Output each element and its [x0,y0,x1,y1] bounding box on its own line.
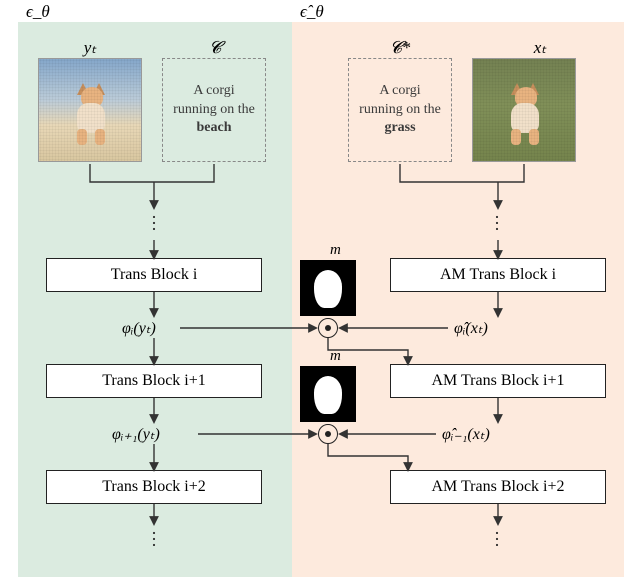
label-C: 𝓒 [195,38,235,58]
vdots-right-bottom: ··· [494,530,500,548]
combine-node-1 [318,318,338,338]
phi-r2: φ̂ᵢ₋₁(xₜ) [442,424,490,444]
left-title: ϵ_θ [26,2,50,22]
right-title: ϵ̂_θ [300,2,324,22]
condition-left: A corgi running on the beach [162,58,266,162]
vdots-right-top: ··· [494,214,500,232]
mask-label-1: m [330,242,341,259]
label-Cstar: 𝓒* [380,38,420,58]
combine-node-2 [318,424,338,444]
block-r1: AM Trans Block i [390,258,606,292]
vdots-left-bottom: ··· [151,530,157,548]
phi-r1: φ̂ᵢ(xₜ) [454,318,488,338]
cond-right-bold: grass [384,120,415,135]
condition-right-text: A corgi running on the grass [357,82,443,139]
mask-label-2: m [330,348,341,365]
label-yt: yₜ [70,38,110,58]
phi-l1: φᵢ(yₜ) [122,318,156,338]
label-xt: xₜ [520,38,560,58]
mask-icon [300,260,356,316]
block-r2: AM Trans Block i+1 [390,364,606,398]
block-l3: Trans Block i+2 [46,470,262,504]
phi-l2: φᵢ₊₁(yₜ) [112,424,160,444]
condition-left-text: A corgi running on the beach [171,82,257,139]
condition-right: A corgi running on the grass [348,58,452,162]
cond-left-bold: beach [197,120,232,135]
block-l1: Trans Block i [46,258,262,292]
vdots-left-top: ··· [151,214,157,232]
cond-right-plain: A corgi running on the [359,83,441,117]
cond-left-plain: A corgi running on the [173,83,255,117]
image-xt [472,58,576,162]
mask-icon [300,366,356,422]
block-r3: AM Trans Block i+2 [390,470,606,504]
image-yt [38,58,142,162]
diagram-canvas: ϵ_θ ϵ̂_θ yₜ 𝓒 𝓒* xₜ A corgi running on t… [0,0,640,585]
block-l2: Trans Block i+1 [46,364,262,398]
